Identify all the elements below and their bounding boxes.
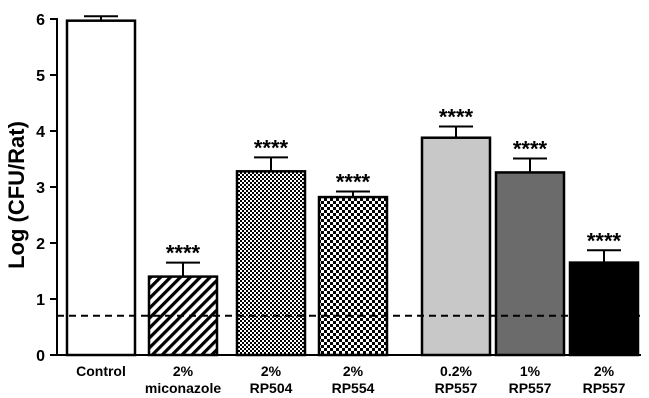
x-category-label: RP554 [332, 380, 375, 396]
significance-label: **** [336, 169, 371, 194]
x-category-label: RP557 [435, 380, 478, 396]
bar [420, 136, 492, 357]
significance-label: **** [254, 135, 289, 160]
x-category-label: miconazole [145, 380, 221, 396]
y-tick-label: 2 [36, 236, 45, 253]
y-tick-label: 6 [36, 12, 45, 29]
x-category-label: RP557 [583, 380, 626, 396]
bar [494, 171, 566, 357]
y-tick-label: 4 [36, 124, 45, 141]
significance-label: **** [166, 241, 201, 266]
x-category-label: 1% [520, 363, 541, 379]
plot-area: 0123456Control****2%miconazole****2%RP50… [36, 12, 641, 396]
x-category-label: 0.2% [440, 363, 472, 379]
y-tick-label: 3 [36, 180, 45, 197]
significance-label: **** [513, 136, 548, 161]
x-category-label: Control [76, 363, 126, 379]
significance-label: **** [587, 228, 622, 253]
x-category-label: 2% [261, 363, 282, 379]
x-category-label: RP557 [509, 380, 552, 396]
y-tick-label: 5 [36, 68, 45, 85]
x-category-label: 2% [343, 363, 364, 379]
bar [568, 261, 640, 357]
y-tick-label: 1 [36, 292, 45, 309]
x-category-label: RP504 [250, 380, 293, 396]
x-category-label: 2% [594, 363, 615, 379]
bar [317, 195, 389, 357]
y-tick-label: 0 [36, 348, 45, 365]
bar [65, 19, 137, 357]
significance-label: **** [439, 105, 474, 130]
y-axis-label: Log (CFU/Rat) [4, 121, 29, 269]
x-category-label: 2% [173, 363, 194, 379]
bar [235, 170, 307, 357]
